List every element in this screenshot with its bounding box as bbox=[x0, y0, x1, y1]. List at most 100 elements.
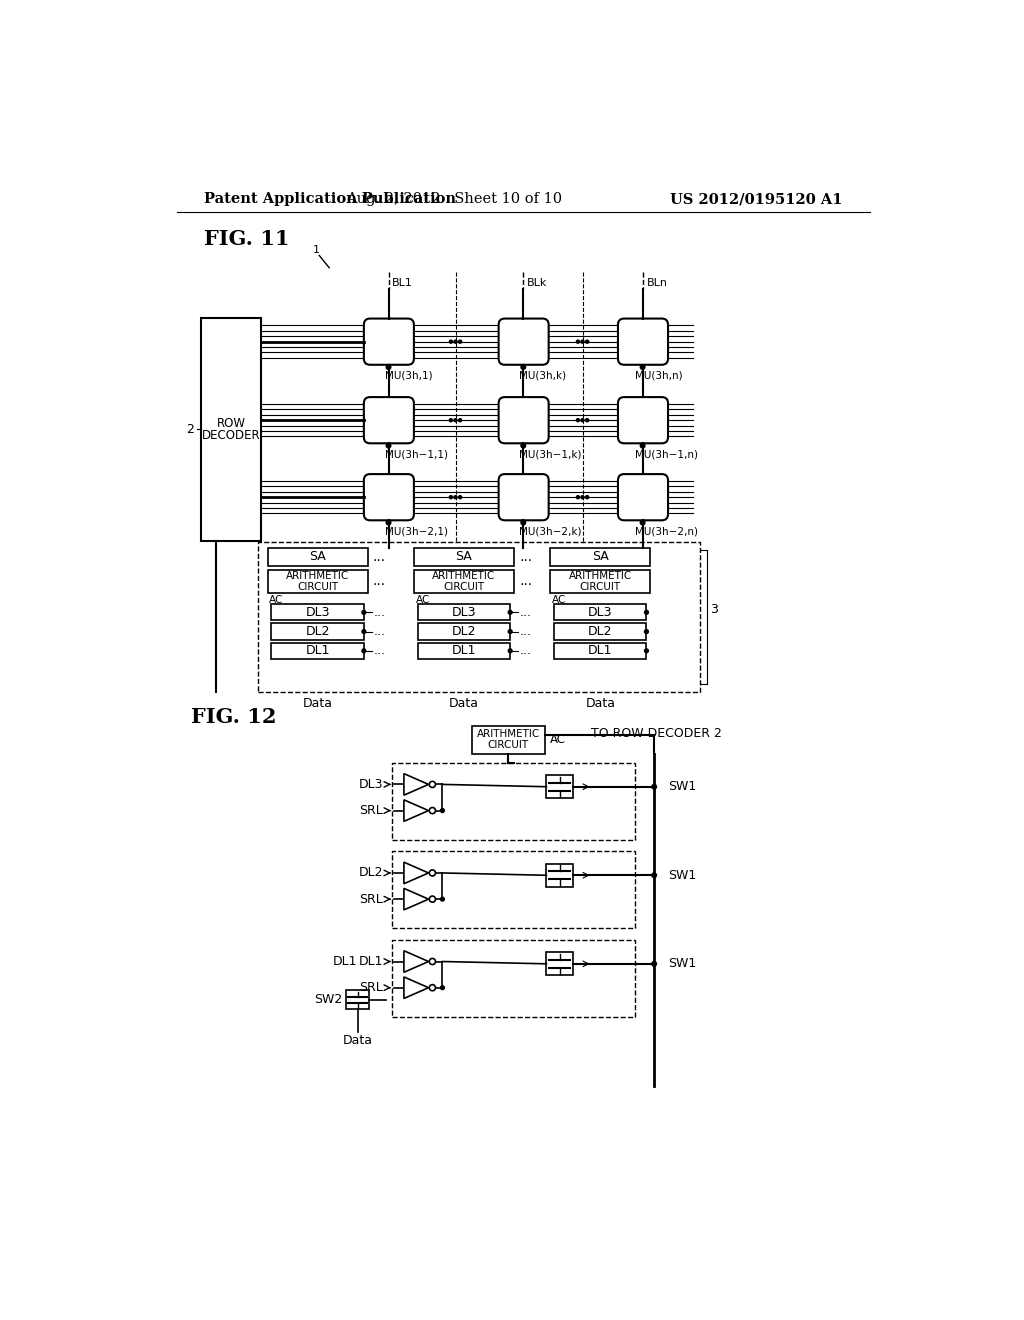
Text: AC: AC bbox=[550, 733, 565, 746]
Circle shape bbox=[429, 958, 435, 965]
Circle shape bbox=[429, 870, 435, 876]
Circle shape bbox=[508, 610, 512, 614]
Text: DL3: DL3 bbox=[588, 606, 612, 619]
Polygon shape bbox=[403, 774, 429, 795]
Polygon shape bbox=[403, 888, 429, 909]
Polygon shape bbox=[403, 862, 429, 884]
Text: Data: Data bbox=[303, 697, 333, 710]
Bar bbox=[472, 726, 545, 754]
FancyBboxPatch shape bbox=[499, 397, 549, 444]
Text: ...: ... bbox=[374, 644, 385, 657]
Text: 1: 1 bbox=[313, 246, 321, 255]
Text: MU(3h−2,1): MU(3h−2,1) bbox=[385, 527, 447, 536]
Circle shape bbox=[450, 341, 453, 343]
Bar bbox=[554, 643, 646, 659]
Bar bbox=[267, 570, 368, 593]
Text: Data: Data bbox=[343, 1034, 373, 1047]
Bar bbox=[271, 605, 364, 620]
Text: AC: AC bbox=[416, 594, 430, 605]
Text: ARITHMETIC: ARITHMETIC bbox=[568, 570, 632, 581]
Text: DECODER: DECODER bbox=[202, 429, 261, 442]
Text: Aug. 2, 2012   Sheet 10 of 10: Aug. 2, 2012 Sheet 10 of 10 bbox=[346, 193, 562, 206]
Bar bbox=[258, 541, 700, 692]
Bar bbox=[267, 548, 368, 566]
Text: ...: ... bbox=[373, 550, 386, 564]
FancyBboxPatch shape bbox=[499, 474, 549, 520]
Circle shape bbox=[652, 873, 656, 878]
Text: BLk: BLk bbox=[527, 279, 548, 288]
Text: ARITHMETIC: ARITHMETIC bbox=[286, 570, 349, 581]
FancyBboxPatch shape bbox=[499, 318, 549, 364]
Circle shape bbox=[581, 496, 584, 499]
Text: ARITHMETIC: ARITHMETIC bbox=[476, 730, 540, 739]
Text: SW1: SW1 bbox=[668, 780, 696, 793]
Circle shape bbox=[440, 809, 444, 813]
Circle shape bbox=[521, 364, 525, 370]
Bar bbox=[392, 763, 635, 840]
Text: MU(3h,1): MU(3h,1) bbox=[385, 371, 432, 380]
Text: ROW: ROW bbox=[217, 417, 246, 430]
FancyBboxPatch shape bbox=[617, 474, 668, 520]
Circle shape bbox=[521, 520, 525, 525]
Circle shape bbox=[652, 961, 656, 966]
Circle shape bbox=[644, 610, 648, 614]
Bar bbox=[547, 952, 573, 975]
Circle shape bbox=[454, 496, 457, 499]
Text: MU(3h−2,k): MU(3h−2,k) bbox=[519, 527, 582, 536]
Text: SA: SA bbox=[456, 550, 472, 564]
Text: FIG. 12: FIG. 12 bbox=[190, 706, 276, 726]
Circle shape bbox=[440, 898, 444, 902]
FancyBboxPatch shape bbox=[364, 318, 414, 364]
Circle shape bbox=[450, 418, 453, 422]
Text: DL1: DL1 bbox=[588, 644, 612, 657]
Text: SA: SA bbox=[592, 550, 608, 564]
Text: DL1: DL1 bbox=[333, 954, 357, 968]
Text: MU(3h−1,n): MU(3h−1,n) bbox=[635, 449, 698, 459]
Circle shape bbox=[508, 630, 512, 634]
Circle shape bbox=[454, 341, 457, 343]
Text: SRL: SRL bbox=[359, 892, 383, 906]
Text: DL2: DL2 bbox=[452, 626, 476, 638]
Circle shape bbox=[454, 418, 457, 422]
Text: CIRCUIT: CIRCUIT bbox=[487, 741, 528, 750]
Text: 2: 2 bbox=[185, 422, 194, 436]
Text: CIRCUIT: CIRCUIT bbox=[297, 582, 338, 591]
Polygon shape bbox=[403, 977, 429, 998]
Text: Data: Data bbox=[586, 697, 615, 710]
Text: SW1: SW1 bbox=[668, 869, 696, 882]
Bar bbox=[271, 643, 364, 659]
Bar bbox=[418, 643, 510, 659]
Text: AC: AC bbox=[552, 594, 566, 605]
Text: DL3: DL3 bbox=[452, 606, 476, 619]
Text: MU(3h−1,k): MU(3h−1,k) bbox=[519, 449, 582, 459]
Text: TO ROW DECODER 2: TO ROW DECODER 2 bbox=[591, 727, 722, 741]
Circle shape bbox=[361, 610, 366, 614]
Bar bbox=[414, 548, 514, 566]
Text: CIRCUIT: CIRCUIT bbox=[580, 582, 621, 591]
Circle shape bbox=[459, 418, 462, 422]
Text: SA: SA bbox=[309, 550, 326, 564]
Text: MU(3h,n): MU(3h,n) bbox=[635, 371, 683, 380]
Text: DL3: DL3 bbox=[358, 777, 383, 791]
Bar bbox=[550, 570, 650, 593]
Text: MU(3h−2,n): MU(3h−2,n) bbox=[635, 527, 698, 536]
Circle shape bbox=[640, 444, 645, 447]
Polygon shape bbox=[403, 950, 429, 973]
Bar bbox=[392, 940, 635, 1016]
Text: DL2: DL2 bbox=[588, 626, 612, 638]
Text: ...: ... bbox=[519, 626, 531, 638]
Circle shape bbox=[586, 496, 589, 499]
Text: BL1: BL1 bbox=[392, 279, 414, 288]
Circle shape bbox=[429, 808, 435, 813]
Circle shape bbox=[652, 784, 656, 789]
Circle shape bbox=[640, 364, 645, 370]
Circle shape bbox=[581, 418, 584, 422]
Bar bbox=[392, 851, 635, 928]
Text: AC: AC bbox=[269, 594, 284, 605]
Text: ...: ... bbox=[519, 574, 532, 589]
Bar bbox=[554, 623, 646, 640]
Bar bbox=[547, 863, 573, 887]
Text: ...: ... bbox=[519, 606, 531, 619]
Bar bbox=[554, 605, 646, 620]
FancyBboxPatch shape bbox=[617, 318, 668, 364]
